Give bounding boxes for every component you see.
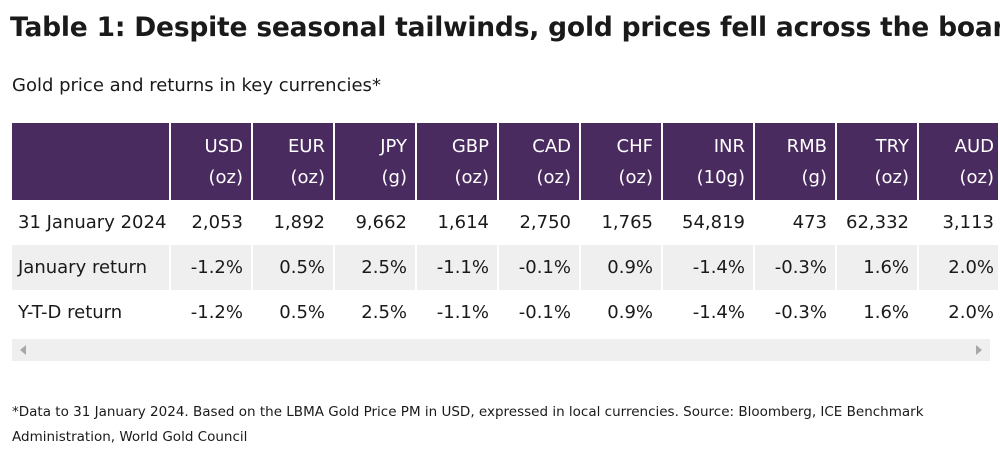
header-cad: CAD (oz) [498,123,581,200]
header-try: TRY (oz) [836,123,919,200]
header-gbp: GBP (oz) [416,123,499,200]
table-cell: 9,662 [334,200,417,245]
table-cell: 2.0% [948,302,994,323]
table-row-january-return: January return -1.2% 0.5% 2.5% -1.1% -0.… [12,245,998,290]
header-inr: INR (10g) [662,123,755,200]
table-subtitle: Gold price and returns in key currencies… [12,75,381,96]
gold-returns-table: USD (oz) EUR (oz) JPY (g) GBP (oz) CAD (oz) C… [12,123,998,335]
table-row-price: 31 January 2024 2,053 1,892 9,662 1,614 … [12,200,998,245]
scroll-left-arrow-icon[interactable] [20,345,26,355]
table-cell: -1.1% [416,245,499,290]
table-cell: -1.4% [662,245,755,290]
header-rmb: RMB (g) [754,123,837,200]
row-label: January return [12,245,171,290]
scroll-right-arrow-icon[interactable] [976,345,982,355]
table-cell: 0.5% [252,245,335,290]
horizontal-scrollbar[interactable] [12,339,990,361]
table-header-row: USD (oz) EUR (oz) JPY (g) GBP (oz) CAD (oz) C… [12,123,998,200]
table-cell: 2.5% [334,245,417,290]
table-cell: 0.9% [580,290,663,335]
table-cell: 0.5% [252,290,335,335]
header-corner [12,123,171,200]
header-eur: EUR (oz) [252,123,335,200]
table-cell: -0.1% [498,290,581,335]
table-cell: 473 [754,200,837,245]
table-cell: -1.2% [170,290,253,335]
table-row-ytd-return: Y-T-D return -1.2% 0.5% 2.5% -1.1% -0.1%… [12,290,998,335]
table-cell: -0.3% [754,290,837,335]
table-cell: 3,113 [942,212,994,233]
table-cell: 1,765 [580,200,663,245]
table-cell: 0.9% [580,245,663,290]
table-cell: 2,053 [170,200,253,245]
table-cell: 2.5% [334,290,417,335]
table-cell: -0.1% [498,245,581,290]
header-chf: CHF (oz) [580,123,663,200]
header-usd: USD (oz) [170,123,253,200]
row-label: 31 January 2024 [12,200,171,245]
table-cell: -1.2% [170,245,253,290]
row-label: Y-T-D return [12,290,171,335]
header-aud: AUD (oz) [918,123,998,200]
table-cell: 2.0% [918,245,998,290]
table-cell: 54,819 [662,200,755,245]
table-cell: 1.6% [836,245,919,290]
table-cell: 62,332 [836,200,919,245]
table-cell: 1.6% [836,290,919,335]
table-cell: -1.1% [416,290,499,335]
table-container: USD (oz) EUR (oz) JPY (g) GBP (oz) CAD (oz) C… [12,123,998,335]
header-jpy: JPY (g) [334,123,417,200]
table-cell: 2,750 [498,200,581,245]
page-title: Table 1: Despite seasonal tailwinds, gol… [10,12,1000,43]
table-cell: -0.3% [754,245,837,290]
table-cell: 1,614 [416,200,499,245]
table-cell: 1,892 [252,200,335,245]
footnote: *Data to 31 January 2024. Based on the L… [12,404,924,445]
table-cell: -1.4% [662,290,755,335]
